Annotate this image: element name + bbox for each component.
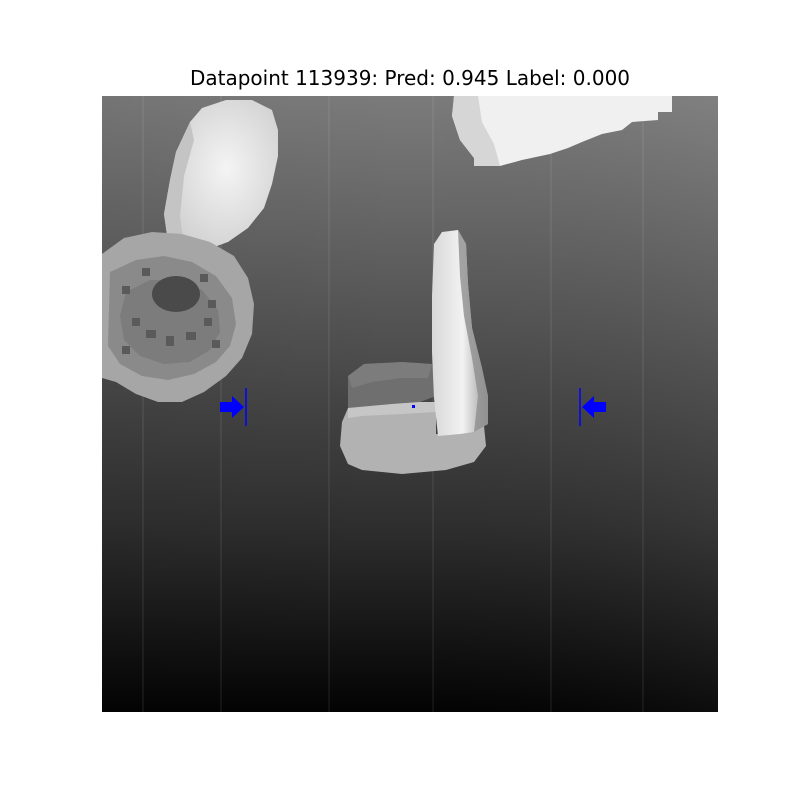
center-bracket-object [340,230,488,474]
right-grasp-marker [579,388,606,426]
arrow-right-icon [220,396,244,418]
left-grasp-marker [220,388,247,426]
arrow-left-icon [582,396,606,418]
top-left-oval-object [164,100,278,252]
left-ring-object [102,232,254,402]
grasp-markers [220,388,606,426]
depth-image-panel [102,96,718,712]
grasp-center-dot [412,405,415,408]
top-right-object [452,96,672,166]
figure-title: Datapoint 113939: Pred: 0.945 Label: 0.0… [189,66,631,90]
depth-image [102,96,718,712]
